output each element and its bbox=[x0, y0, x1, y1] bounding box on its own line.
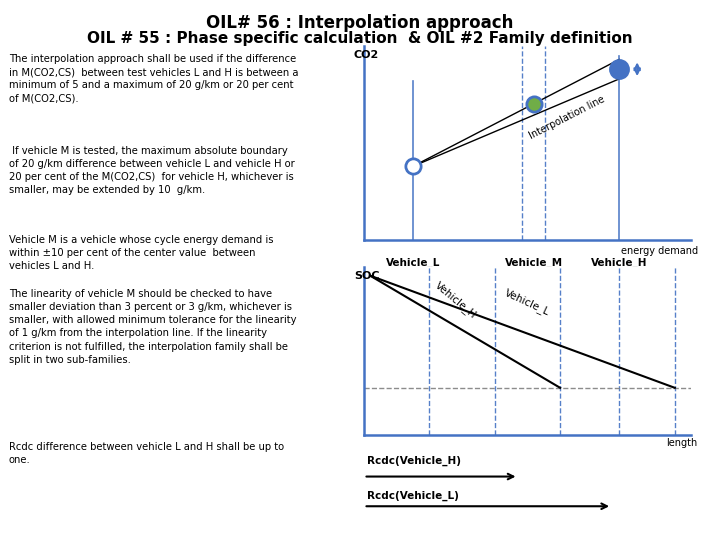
Text: Vehicle M is a vehicle whose cycle energy demand is
within ±10 per cent of the c: Vehicle M is a vehicle whose cycle energ… bbox=[9, 235, 273, 271]
Text: Vehicle_H: Vehicle_H bbox=[591, 258, 647, 268]
Text: OIL# 56 : Interpolation approach: OIL# 56 : Interpolation approach bbox=[207, 14, 513, 31]
Text: Vehicle_L: Vehicle_L bbox=[503, 287, 552, 317]
Text: energy demand: energy demand bbox=[621, 246, 698, 256]
Text: Rcdc(Vehicle_H): Rcdc(Vehicle_H) bbox=[367, 456, 462, 466]
Text: Rcdc difference between vehicle L and H shall be up to
one.: Rcdc difference between vehicle L and H … bbox=[9, 442, 284, 465]
Text: Interpolation line: Interpolation line bbox=[527, 94, 606, 141]
Text: SOC: SOC bbox=[354, 271, 379, 281]
Text: OIL # 55 : Phase specific calculation  & OIL #2 Family definition: OIL # 55 : Phase specific calculation & … bbox=[87, 31, 633, 46]
Text: Vehicle_L: Vehicle_L bbox=[385, 258, 440, 268]
Text: Rcdc(Vehicle_L): Rcdc(Vehicle_L) bbox=[367, 491, 459, 501]
Text: Vehicle_M: Vehicle_M bbox=[505, 258, 563, 268]
Text: length: length bbox=[667, 438, 698, 448]
Text: CO2: CO2 bbox=[354, 50, 379, 60]
Text: The linearity of vehicle M should be checked to have
smaller deviation than 3 pe: The linearity of vehicle M should be che… bbox=[9, 289, 296, 365]
Text: Vehicle_H: Vehicle_H bbox=[433, 280, 478, 320]
Text: The interpolation approach shall be used if the difference
in M(CO2,CS)  between: The interpolation approach shall be used… bbox=[9, 54, 298, 104]
Text: If vehicle M is tested, the maximum absolute boundary
of 20 g/km difference betw: If vehicle M is tested, the maximum abso… bbox=[9, 146, 294, 195]
